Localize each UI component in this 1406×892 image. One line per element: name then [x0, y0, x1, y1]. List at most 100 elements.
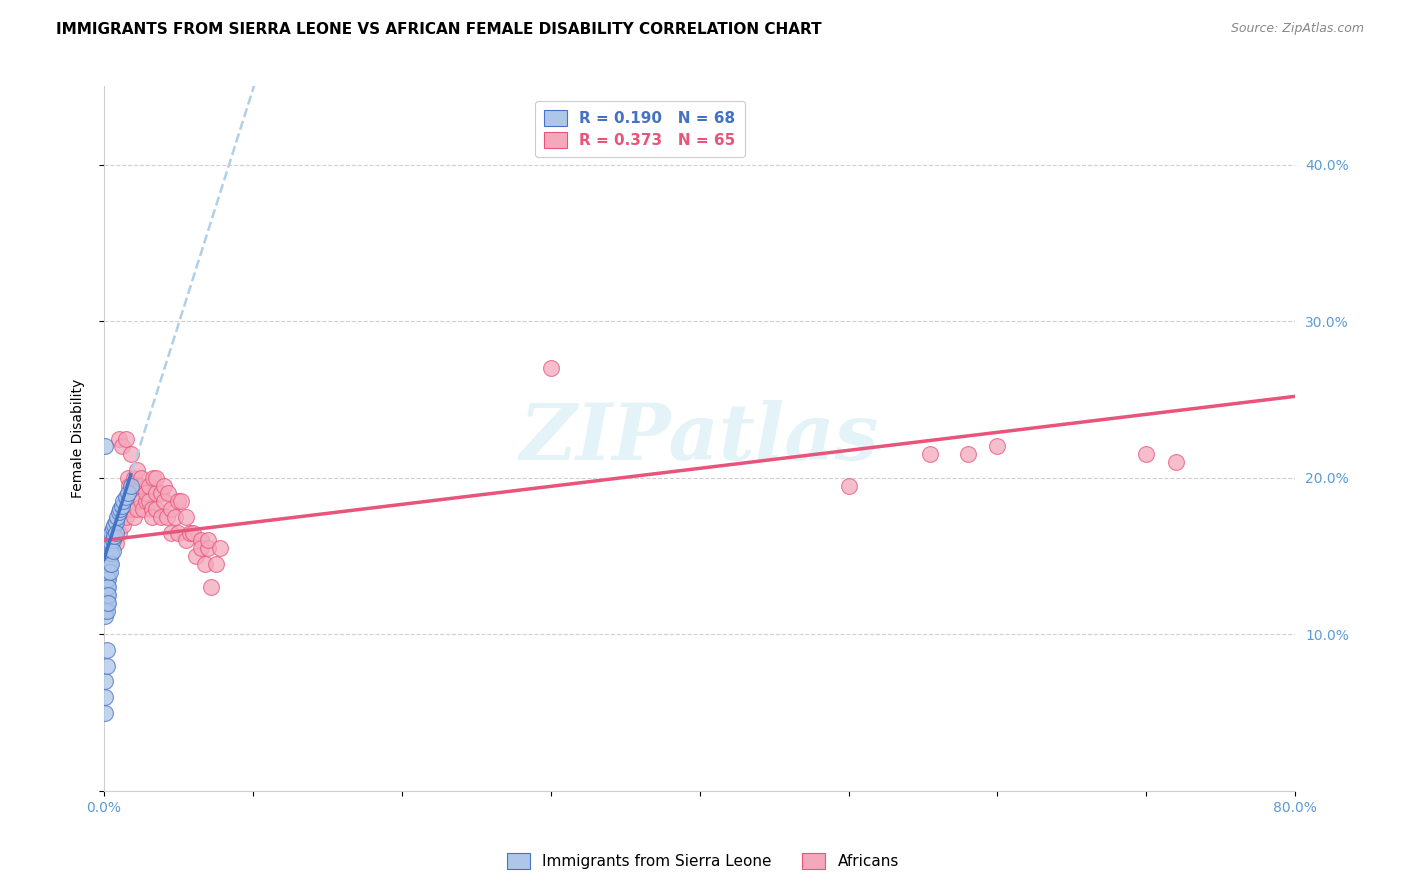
Point: [94, 549, 117, 563]
Point: [94, 565, 117, 579]
Legend: R = 0.190   N = 68, R = 0.373   N = 65: R = 0.190 N = 68, R = 0.373 N = 65: [536, 101, 745, 158]
Point: [94, 573, 117, 587]
Point: [155, 509, 177, 524]
Point: [167, 494, 190, 508]
Point: [117, 486, 139, 500]
Text: Source: ZipAtlas.com: Source: ZipAtlas.com: [1230, 22, 1364, 36]
Point: [115, 509, 138, 524]
Point: [540, 361, 562, 376]
Point: [209, 541, 232, 556]
Point: [94, 599, 117, 613]
Point: [120, 478, 142, 492]
Point: [129, 471, 152, 485]
Point: [135, 486, 157, 500]
Point: [94, 567, 117, 582]
Point: [94, 541, 117, 556]
Point: [94, 604, 117, 618]
Point: [100, 525, 122, 540]
Point: [98, 565, 121, 579]
Text: IMMIGRANTS FROM SIERRA LEONE VS AFRICAN FEMALE DISABILITY CORRELATION CHART: IMMIGRANTS FROM SIERRA LEONE VS AFRICAN …: [56, 22, 823, 37]
Point: [190, 541, 212, 556]
Point: [117, 471, 139, 485]
Point: [183, 525, 205, 540]
Point: [131, 502, 153, 516]
Point: [956, 447, 979, 461]
Point: [120, 502, 142, 516]
Point: [104, 525, 127, 540]
Point: [98, 533, 121, 548]
Point: [97, 541, 120, 556]
Point: [986, 439, 1008, 453]
Point: [129, 494, 152, 508]
Point: [197, 533, 219, 548]
Point: [98, 541, 121, 556]
Point: [104, 515, 127, 529]
Point: [101, 533, 124, 548]
Point: [94, 439, 117, 453]
Point: [127, 478, 149, 492]
Point: [122, 486, 145, 500]
Point: [145, 471, 167, 485]
Point: [94, 588, 117, 602]
Point: [96, 536, 118, 550]
Point: [96, 557, 118, 571]
Point: [157, 486, 180, 500]
Point: [96, 573, 118, 587]
Point: [110, 502, 132, 516]
Point: [112, 517, 135, 532]
Point: [837, 478, 859, 492]
Point: [160, 525, 183, 540]
Point: [96, 596, 118, 610]
Point: [94, 560, 117, 574]
Point: [97, 549, 120, 563]
Point: [920, 447, 942, 461]
Point: [94, 557, 117, 571]
Point: [101, 544, 124, 558]
Point: [179, 525, 201, 540]
Point: [125, 463, 148, 477]
Point: [101, 521, 124, 535]
Point: [94, 690, 117, 704]
Point: [160, 502, 183, 516]
Point: [129, 478, 152, 492]
Y-axis label: Female Disability: Female Disability: [72, 379, 86, 499]
Point: [103, 529, 125, 543]
Point: [96, 580, 118, 594]
Point: [94, 608, 117, 623]
Point: [135, 494, 157, 508]
Point: [1135, 447, 1157, 461]
Text: ZIPatlas: ZIPatlas: [520, 401, 879, 477]
Point: [100, 536, 122, 550]
Point: [200, 580, 222, 594]
Point: [149, 509, 172, 524]
Point: [96, 658, 118, 673]
Point: [152, 494, 174, 508]
Point: [94, 580, 117, 594]
Point: [94, 706, 117, 720]
Point: [141, 502, 163, 516]
Point: [1164, 455, 1187, 469]
Point: [108, 525, 131, 540]
Point: [100, 557, 122, 571]
Point: [115, 432, 138, 446]
Point: [138, 478, 160, 492]
Point: [96, 565, 118, 579]
Point: [96, 643, 118, 657]
Point: [197, 541, 219, 556]
Point: [97, 565, 120, 579]
Point: [111, 499, 134, 513]
Point: [97, 588, 120, 602]
Point: [97, 580, 120, 594]
Point: [94, 533, 117, 548]
Point: [149, 486, 172, 500]
Point: [96, 541, 118, 556]
Point: [112, 494, 135, 508]
Point: [94, 546, 117, 560]
Point: [125, 502, 148, 516]
Point: [94, 592, 117, 607]
Point: [165, 509, 187, 524]
Point: [120, 447, 142, 461]
Point: [141, 509, 163, 524]
Point: [103, 517, 125, 532]
Point: [167, 525, 190, 540]
